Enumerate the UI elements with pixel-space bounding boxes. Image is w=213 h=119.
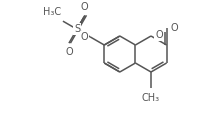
Text: H₃C: H₃C bbox=[43, 7, 61, 17]
Text: O: O bbox=[171, 23, 178, 33]
Text: O: O bbox=[81, 32, 88, 42]
Text: CH₃: CH₃ bbox=[142, 93, 160, 103]
Text: O: O bbox=[155, 30, 163, 40]
Text: S: S bbox=[74, 24, 80, 34]
Text: O: O bbox=[65, 47, 73, 57]
Text: O: O bbox=[81, 2, 88, 12]
